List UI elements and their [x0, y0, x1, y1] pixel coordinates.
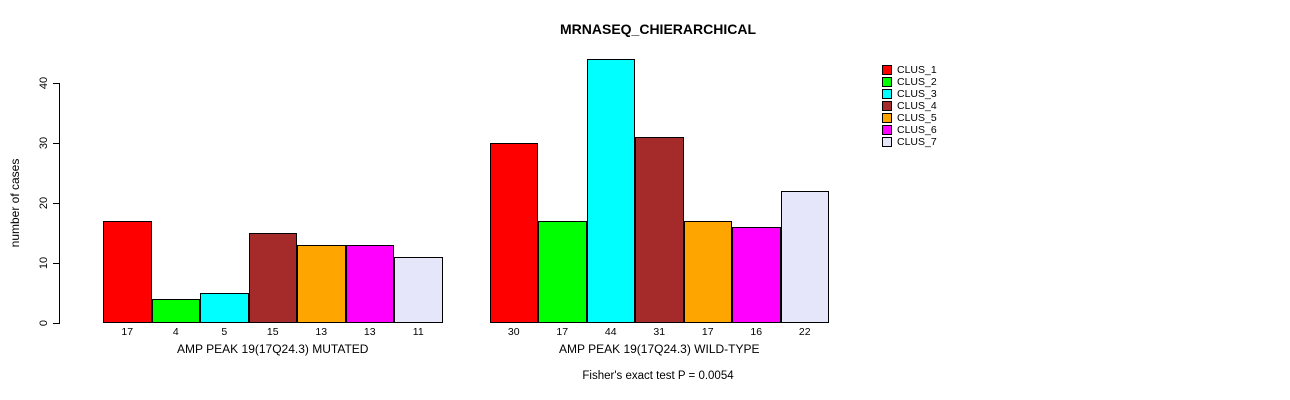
bar-clus_2-group2	[538, 221, 587, 323]
y-tick-mark	[53, 203, 59, 204]
bar-value-label: 11	[412, 326, 424, 338]
legend-item-clus_1: CLUS_1	[882, 64, 937, 76]
bar-clus_1-group1	[103, 221, 152, 323]
legend-label: CLUS_6	[897, 124, 937, 136]
legend-item-clus_7: CLUS_7	[882, 136, 937, 148]
bar-value-label: 5	[221, 326, 228, 338]
legend-label: CLUS_1	[897, 64, 937, 76]
bar-clus_7-group2	[780, 191, 829, 323]
bar-clus_3-group1	[200, 293, 249, 323]
legend-swatch-icon	[882, 77, 892, 87]
bar-clus_7-group1	[394, 257, 443, 323]
bar-clus_6-group1	[345, 245, 394, 323]
chart-title: MRNASEQ_CHIERARCHICAL	[559, 21, 757, 37]
bar-value-label: 17	[556, 326, 569, 338]
legend: CLUS_1 CLUS_2 CLUS_3 CLUS_4 CLUS_5 CLUS_6 CLUS…	[882, 64, 937, 148]
bar-clus_6-group2	[732, 227, 781, 323]
bar-value-label: 17	[701, 326, 714, 338]
legend-item-clus_5: CLUS_5	[882, 112, 937, 124]
bar-value-label: 30	[507, 326, 520, 338]
legend-label: CLUS_4	[897, 100, 937, 112]
bar-clus_1-group2	[489, 143, 538, 323]
legend-label: CLUS_5	[897, 112, 937, 124]
y-axis-line	[59, 83, 60, 324]
bar-value-label: 13	[315, 326, 328, 338]
bar-value-label: 44	[604, 326, 617, 338]
annotation-text: Fisher's exact test P = 0.0054	[582, 370, 734, 382]
bar-value-label: 16	[750, 326, 763, 338]
bar-value-label: 31	[653, 326, 666, 338]
group-axis-label-1: AMP PEAK 19(17Q24.3) MUTATED	[177, 342, 369, 356]
bar-clus_5-group1	[297, 245, 346, 323]
legend-item-clus_3: CLUS_3	[882, 88, 937, 100]
bar-clus_3-group2	[586, 59, 635, 323]
y-tick-label: 20	[38, 196, 50, 210]
y-tick-mark	[53, 323, 59, 324]
legend-swatch-icon	[882, 125, 892, 135]
legend-swatch-icon	[882, 137, 892, 147]
legend-item-clus_6: CLUS_6	[882, 124, 937, 136]
legend-swatch-icon	[882, 65, 892, 75]
legend-item-clus_2: CLUS_2	[882, 76, 937, 88]
y-tick-mark	[53, 83, 59, 84]
y-tick-mark	[53, 143, 59, 144]
legend-item-clus_4: CLUS_4	[882, 100, 937, 112]
bar-value-label: 4	[172, 326, 179, 338]
bar-clus_2-group1	[151, 299, 200, 323]
legend-swatch-icon	[882, 113, 892, 123]
legend-swatch-icon	[882, 89, 892, 99]
bar-value-label: 17	[121, 326, 134, 338]
legend-label: CLUS_2	[897, 76, 937, 88]
legend-swatch-icon	[882, 101, 892, 111]
bar-clus_4-group1	[248, 233, 297, 323]
y-tick-label: 0	[38, 319, 50, 327]
legend-label: CLUS_7	[897, 136, 937, 148]
bar-value-label: 22	[798, 326, 811, 338]
bar-clus_4-group2	[635, 137, 684, 323]
y-tick-mark	[53, 263, 59, 264]
group-axis-label-2: AMP PEAK 19(17Q24.3) WILD-TYPE	[558, 342, 760, 356]
bar-value-label: 13	[363, 326, 376, 338]
y-tick-label: 10	[38, 256, 50, 270]
y-tick-label: 30	[38, 136, 50, 150]
legend-label: CLUS_3	[897, 88, 937, 100]
bar-value-label: 15	[266, 326, 279, 338]
bar-clus_5-group2	[683, 221, 732, 323]
y-axis-title: number of cases	[8, 158, 22, 248]
y-tick-label: 40	[38, 76, 50, 90]
